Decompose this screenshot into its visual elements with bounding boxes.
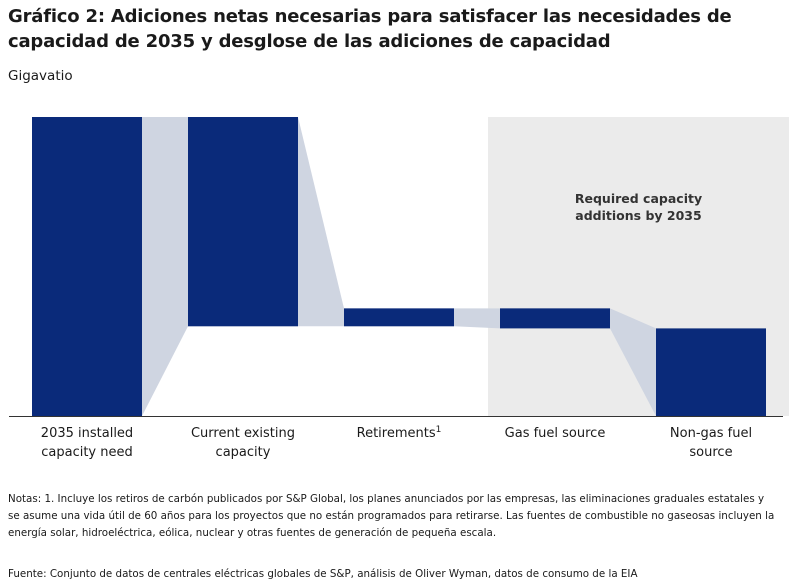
bar-2035-installed-capacity-need [32,117,142,416]
connector-band [142,117,188,416]
x-tick-label: Non-gas fuel source [670,426,752,460]
bar-gas-fuel-source [500,308,610,329]
connector-band [454,308,500,329]
chart-title: Gráfico 2: Adiciones netas necesarias pa… [8,6,732,52]
bar-non-gas-fuel-source [656,328,766,416]
waterfall-chart: Required capacity additions by 2035 2035 i… [9,117,789,460]
chart-notes: Notas: 1. Incluye los retiros de carbón … [8,493,775,539]
unit-label: Gigavatio [8,68,73,84]
connector-band [298,117,344,327]
x-tick-label: Current existing capacity [191,426,295,460]
chart-source: Fuente: Conjunto de datos de centrales e… [8,568,638,580]
x-tick-label: Gas fuel source [505,426,606,441]
bar-retirements [344,308,454,327]
connector-band [610,308,656,416]
highlight-region-label: Required capacity additions by 2035 [575,191,702,223]
bar-current-existing-capacity [188,117,298,327]
x-tick-label: 2035 installed capacity need [41,426,133,460]
x-tick-label: Retirements1 [357,425,442,441]
